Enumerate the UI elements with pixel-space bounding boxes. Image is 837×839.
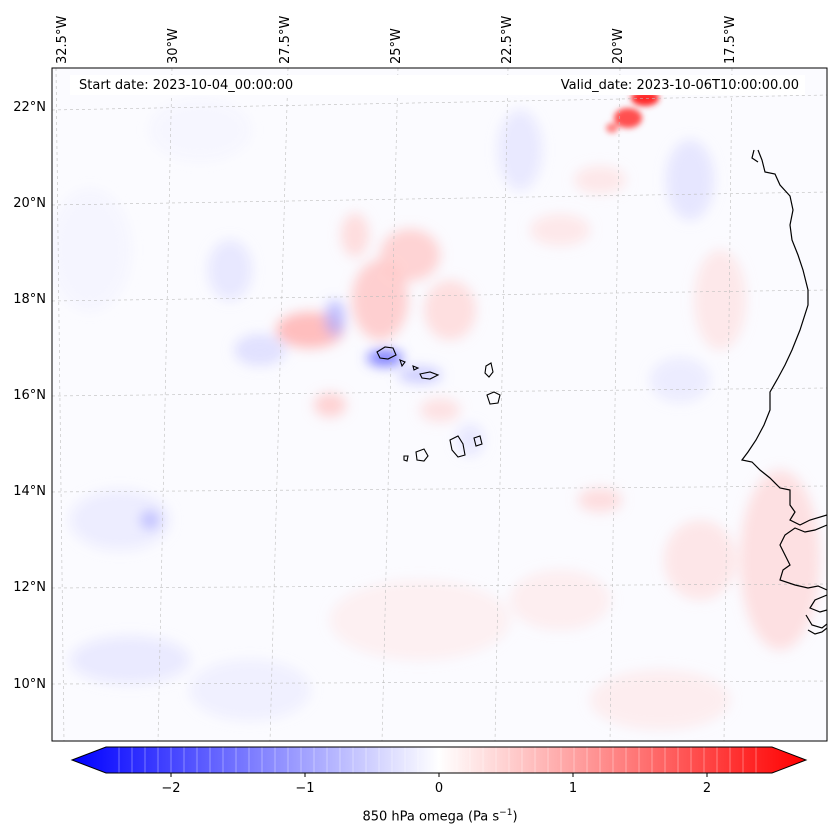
- lon-label: 32.5°W: [55, 16, 70, 64]
- colorbar-tick-label: −1: [295, 781, 315, 796]
- omega-field: [52, 100, 820, 730]
- header-background: [70, 75, 805, 95]
- map-panel: [52, 68, 827, 741]
- lat-label: 12°N: [13, 580, 46, 595]
- cape-verde-islands: [376, 346, 501, 462]
- colorbar-tick-label: 2: [702, 781, 712, 796]
- valid-date-label: Valid_date: 2023-10-06T10:00:00.00: [560, 78, 799, 93]
- colorbar-label-exponent: −1: [499, 808, 513, 818]
- colorbar: [70, 746, 808, 777]
- lon-label: 25°W: [389, 28, 404, 64]
- lon-label: 20°W: [611, 28, 626, 64]
- colorbar-segments: [118, 747, 757, 773]
- lat-label: 10°N: [13, 677, 46, 692]
- latitude-labels: 22°N 20°N 18°N 16°N 14°N 12°N 10°N: [13, 100, 46, 692]
- africa-coastline-2: [779, 524, 827, 591]
- africa-coastline: [740, 149, 827, 526]
- lat-label: 18°N: [13, 292, 46, 307]
- lat-label: 16°N: [13, 388, 46, 403]
- colorbar-ticks: [170, 773, 708, 777]
- africa-coastline-3: [805, 594, 827, 635]
- lon-label: 27.5°W: [278, 16, 293, 64]
- coastlines: [740, 149, 827, 635]
- start-date-label: Start date: 2023-10-04_00:00:00: [79, 78, 294, 93]
- colorbar-label: 850 hPa omega (Pa s−1): [0, 808, 837, 824]
- lon-label: 30°W: [166, 28, 181, 64]
- lon-label: 22.5°W: [500, 16, 515, 64]
- colorbar-outline: [70, 746, 808, 774]
- lat-label: 14°N: [13, 484, 46, 499]
- colorbar-gradient: [72, 747, 806, 773]
- lat-label: 20°N: [13, 196, 46, 211]
- africa-coastline-4: [751, 149, 759, 163]
- colorbar-label-close: ): [512, 809, 518, 825]
- longitude-labels: 32.5°W 30°W 27.5°W 25°W 22.5°W 20°W 17.5…: [55, 16, 738, 64]
- colorbar-tick-label: −2: [161, 781, 181, 796]
- colorbar-tick-label: 1: [568, 781, 578, 796]
- lat-label: 22°N: [13, 100, 46, 115]
- colorbar-tick-label: 0: [434, 781, 444, 796]
- gridlines: [52, 68, 827, 741]
- lon-label: 17.5°W: [723, 16, 738, 64]
- colorbar-label-main: 850 hPa omega (Pa s: [362, 809, 500, 825]
- map-frame: [51, 67, 828, 742]
